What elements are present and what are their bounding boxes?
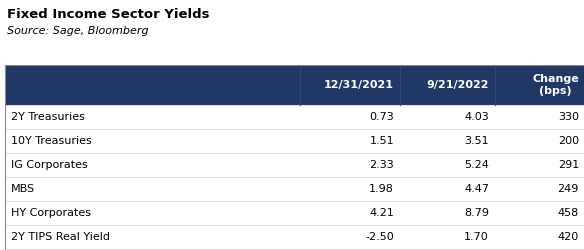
Bar bbox=[5, 177, 584, 201]
Text: HY Corporates: HY Corporates bbox=[11, 208, 91, 218]
Text: 4.03: 4.03 bbox=[464, 112, 489, 122]
Text: Source: Sage, Bloomberg: Source: Sage, Bloomberg bbox=[7, 26, 148, 36]
Text: 10Y Treasuries: 10Y Treasuries bbox=[11, 136, 92, 146]
Text: 4.47: 4.47 bbox=[464, 184, 489, 194]
Bar bbox=[5, 249, 584, 250]
Text: 0.73: 0.73 bbox=[369, 112, 394, 122]
Bar bbox=[5, 105, 584, 129]
Text: 420: 420 bbox=[558, 232, 579, 242]
Text: -2.50: -2.50 bbox=[365, 232, 394, 242]
Bar bbox=[5, 225, 584, 249]
Text: Change
(bps): Change (bps) bbox=[532, 74, 579, 96]
Text: 12/31/2021: 12/31/2021 bbox=[324, 80, 394, 90]
Text: 2Y TIPS Real Yield: 2Y TIPS Real Yield bbox=[11, 232, 110, 242]
Text: 1.98: 1.98 bbox=[369, 184, 394, 194]
Text: 200: 200 bbox=[558, 136, 579, 146]
Text: 291: 291 bbox=[558, 160, 579, 170]
Bar bbox=[5, 129, 584, 153]
Text: 2.33: 2.33 bbox=[369, 160, 394, 170]
Bar bbox=[5, 65, 584, 105]
Text: MBS: MBS bbox=[11, 184, 35, 194]
Text: 1.70: 1.70 bbox=[464, 232, 489, 242]
Text: 4.21: 4.21 bbox=[369, 208, 394, 218]
Bar bbox=[5, 201, 584, 225]
Text: 3.51: 3.51 bbox=[464, 136, 489, 146]
Text: 330: 330 bbox=[558, 112, 579, 122]
Text: 2Y Treasuries: 2Y Treasuries bbox=[11, 112, 85, 122]
Text: 5.24: 5.24 bbox=[464, 160, 489, 170]
Text: 1.51: 1.51 bbox=[369, 136, 394, 146]
Text: IG Corporates: IG Corporates bbox=[11, 160, 88, 170]
Text: 249: 249 bbox=[558, 184, 579, 194]
Text: 458: 458 bbox=[558, 208, 579, 218]
Text: Fixed Income Sector Yields: Fixed Income Sector Yields bbox=[7, 8, 210, 21]
Bar bbox=[5, 65, 584, 250]
Text: 8.79: 8.79 bbox=[464, 208, 489, 218]
Bar bbox=[5, 153, 584, 177]
Text: 9/21/2022: 9/21/2022 bbox=[426, 80, 489, 90]
